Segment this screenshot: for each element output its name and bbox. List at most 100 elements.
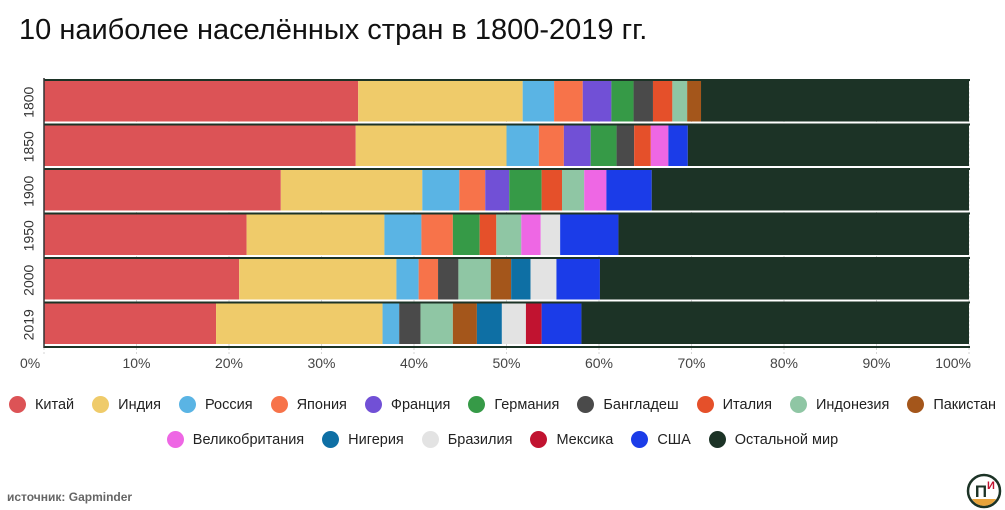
- bar-segment: [672, 81, 688, 122]
- legend-swatch: [421, 431, 439, 448]
- chart-title: 10 наиболее населённых стран в 1800-2019…: [19, 14, 648, 46]
- bar-segment: [540, 214, 561, 255]
- legend-label: Пакистан: [933, 396, 997, 413]
- bar-segment: [44, 303, 217, 344]
- bar-segment: [509, 170, 542, 211]
- legend-label: Великобритания: [192, 431, 305, 448]
- legend-item: Китай: [8, 396, 75, 413]
- bar-segment: [522, 81, 555, 122]
- legend-label: Россия: [205, 396, 253, 413]
- bar-segment: [651, 170, 969, 211]
- bar-segment: [44, 259, 240, 300]
- bar-segment: [541, 303, 582, 344]
- legend-label: Япония: [296, 396, 347, 413]
- bar-segment: [422, 170, 460, 211]
- bar-segment: [556, 259, 600, 300]
- logo-letter: П: [975, 482, 987, 501]
- x-tick-labels: 0% 10% 20% 30% 40% 50% 60% 70% 80% 90% 100%: [20, 355, 971, 371]
- legend: Китай Индия Россия Япония Франция Германия Бан…: [0, 392, 1005, 462]
- bar-segment: [581, 303, 969, 344]
- legend-item: Россия: [179, 396, 253, 413]
- y-tick-label: 1850: [21, 131, 37, 162]
- legend-swatch: [468, 396, 486, 413]
- y-tick-label: 2000: [21, 264, 37, 295]
- bar-segment: [668, 125, 688, 166]
- legend-label: Германия: [494, 396, 560, 413]
- y-tick-labels: 1800 1850 1900 1950 2000 2019: [21, 86, 37, 340]
- bar-segment: [452, 303, 477, 344]
- bar-segment: [44, 81, 359, 122]
- x-tick-label: 80%: [770, 355, 798, 371]
- bar-row-1800: [44, 81, 969, 122]
- legend-swatch: [179, 396, 196, 413]
- bar-segment: [701, 81, 969, 122]
- bar-segment: [382, 303, 400, 344]
- legend-label: Индия: [118, 396, 161, 413]
- x-tick-label: 50%: [492, 355, 520, 371]
- x-tick-label: 20%: [215, 355, 243, 371]
- bar-segment: [501, 303, 526, 344]
- y-tick-label: 1950: [21, 220, 37, 251]
- y-tick-label: 2019: [21, 309, 37, 340]
- bar-segment: [687, 81, 702, 122]
- legend-swatch: [708, 431, 726, 448]
- legend-row: Китай Индия Россия Япония Франция Германия Бан…: [0, 392, 1005, 417]
- legend-label: Китай: [34, 396, 75, 413]
- logo-letter-2: И: [987, 480, 995, 492]
- bar-segment: [582, 81, 612, 122]
- legend-swatch: [92, 396, 110, 413]
- bar-segment: [521, 214, 541, 255]
- bar-segment: [418, 259, 439, 300]
- bar-segment: [216, 303, 383, 344]
- bar-segment: [399, 303, 421, 344]
- bar-segment: [650, 125, 669, 166]
- x-tick-label: 90%: [862, 355, 890, 371]
- legend-item: Нигерия: [322, 431, 404, 448]
- source-name: Gapminder: [68, 490, 133, 504]
- bar-segment: [438, 259, 459, 300]
- bar-segment: [525, 303, 542, 344]
- bar-segment: [590, 125, 617, 166]
- bar-segment: [452, 214, 480, 255]
- bars: [44, 81, 969, 344]
- legend-swatch: [907, 396, 925, 413]
- legend-swatch: [322, 431, 340, 448]
- bar-segment: [560, 214, 619, 255]
- bar-row-1950: [44, 214, 969, 255]
- logo-accent: [972, 499, 996, 506]
- legend-label: Бангладеш: [603, 396, 679, 413]
- bar-segment: [541, 170, 562, 211]
- legend-swatch: [577, 396, 595, 413]
- bar-segment: [44, 125, 356, 166]
- bar-segment: [44, 214, 247, 255]
- bar-segment: [458, 259, 491, 300]
- legend-swatch: [8, 396, 26, 413]
- bar-segment: [584, 170, 607, 211]
- legend-label: Бразилия: [447, 431, 513, 448]
- legend-item: Япония: [270, 396, 347, 413]
- legend-item: Германия: [468, 396, 559, 413]
- bar-segment: [358, 81, 523, 122]
- bar-segment: [554, 81, 583, 122]
- bar-segment: [606, 170, 652, 211]
- bar-segment: [511, 259, 531, 300]
- legend-label: Мексика: [556, 431, 614, 448]
- x-tick-label: 70%: [677, 355, 705, 371]
- bar-segment: [280, 170, 423, 211]
- x-tick-label: 30%: [307, 355, 335, 371]
- legend-swatch: [364, 396, 382, 413]
- legend-label: Италия: [722, 396, 772, 413]
- y-tick-label: 1900: [21, 175, 37, 206]
- bar-segment: [476, 303, 502, 344]
- source-prefix: источник:: [7, 490, 69, 504]
- bar-segment: [384, 214, 422, 255]
- bar-segment: [506, 125, 539, 166]
- bar-segment: [420, 303, 453, 344]
- legend-label: Нигерия: [348, 431, 404, 448]
- legend-swatch: [166, 431, 184, 448]
- bar-segment: [633, 81, 653, 122]
- bar-segment: [634, 125, 651, 166]
- bar-segment: [485, 170, 510, 211]
- source-note: источник: Gapminder: [7, 490, 132, 504]
- legend-item: Бразилия: [421, 431, 513, 448]
